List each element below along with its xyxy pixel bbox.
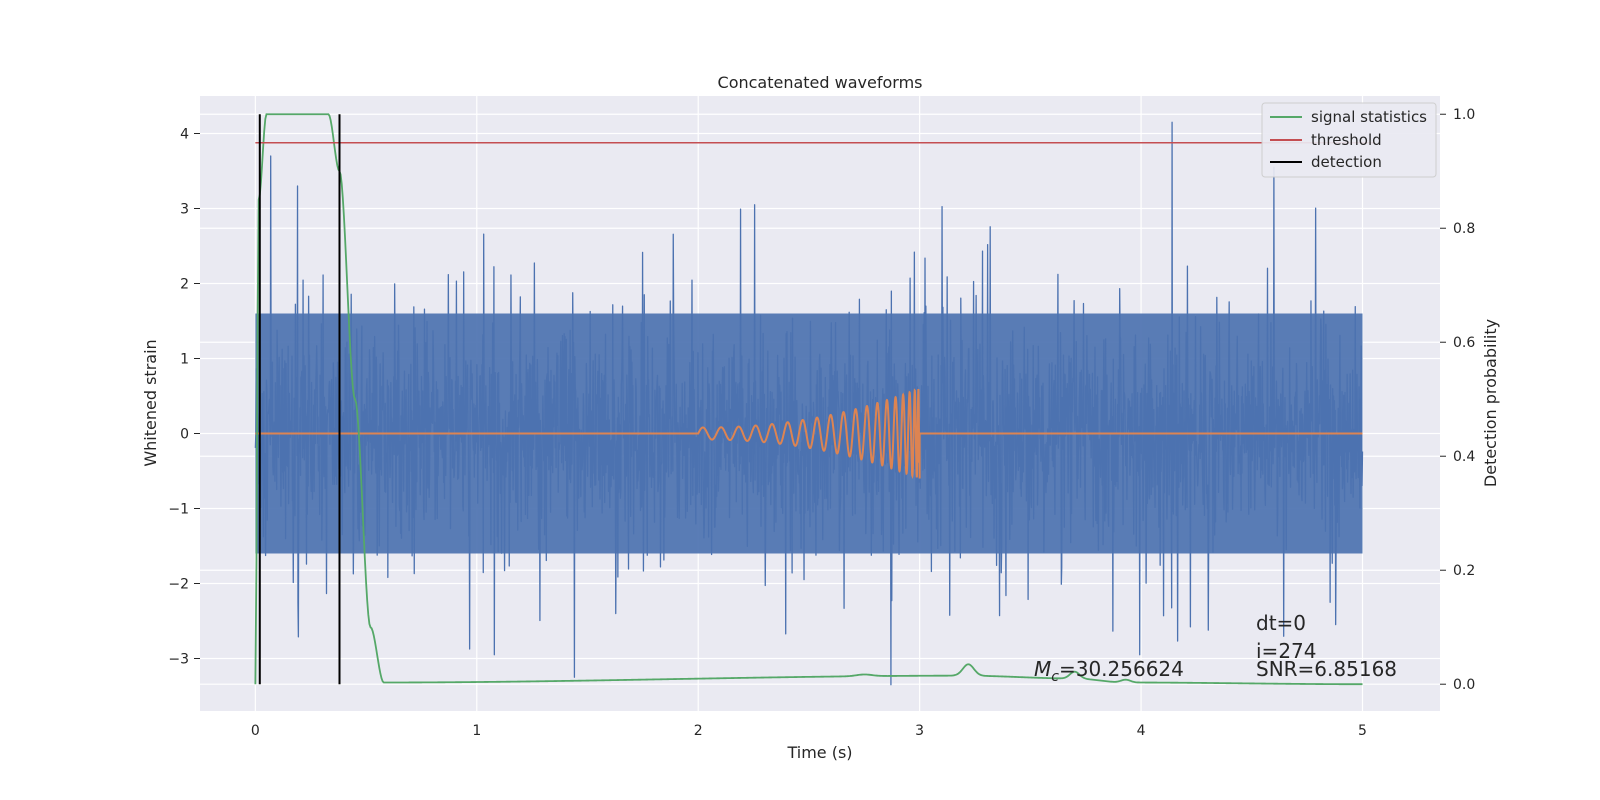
signal-statistics-line [254, 113, 1363, 686]
signal-statistics-series [254, 113, 1363, 686]
y-axis-label: Whitened strain [141, 339, 160, 466]
x-tick-label: 0 [251, 723, 260, 739]
x-axis-label: Time (s) [786, 743, 852, 762]
injection-line [255, 388, 1363, 480]
y-tick-label: 3 [180, 202, 189, 218]
legend-box [1261, 102, 1437, 178]
annotation-index: i=274 [1256, 639, 1317, 663]
y-tick-label: 4 [180, 127, 189, 143]
legend: signal statistics threshold detection [1261, 102, 1437, 178]
y-right-tick-label: 0.8 [1453, 221, 1475, 237]
y-tick-label: 0 [180, 427, 189, 443]
x-tick-label: 2 [694, 723, 703, 739]
annotations: Mc=30.256624 dt=0 i=274 SNR=6.85168 [1034, 611, 1397, 685]
y-right-tick-label: 0.4 [1453, 449, 1475, 465]
y-right-tick-label: 0.0 [1453, 677, 1475, 693]
injection-series [255, 388, 1363, 480]
annotation-chirp-mass: Mc=30.256624 [1034, 657, 1184, 685]
chart-title: Concatenated waveforms [718, 73, 923, 92]
y-tick-label: 2 [180, 277, 189, 293]
annotation-snr: SNR=6.85168 [1256, 657, 1397, 681]
y-tick-label: −2 [168, 577, 189, 593]
axis-ticks: 0 1 2 3 4 5 −3 −2 −1 0 1 2 3 4 0.0 0.2 0.4 0.6 0.8 1.0 [168, 107, 1475, 739]
y-right-tick-label: 0.6 [1453, 335, 1475, 351]
y-axis-label-right: Detection probability [1481, 319, 1500, 487]
x-tick-label: 4 [1137, 723, 1146, 739]
x-tick-label: 3 [915, 723, 924, 739]
y-right-tick-label: 0.2 [1453, 563, 1475, 579]
y-right-tick-label: 1.0 [1453, 107, 1475, 123]
strain-line [254, 121, 1364, 686]
y-tick-label: −3 [168, 652, 189, 668]
y-tick-label: 1 [180, 352, 189, 368]
legend-label-signal-statistics: signal statistics [1311, 108, 1427, 126]
x-tick-label: 1 [472, 723, 481, 739]
annotation-dt: dt=0 [1256, 611, 1306, 635]
legend-label-threshold: threshold [1311, 131, 1382, 149]
y-tick-label: −1 [168, 502, 189, 518]
detection-lines [258, 114, 341, 685]
x-tick-label: 5 [1358, 723, 1367, 739]
legend-label-detection: detection [1311, 153, 1382, 171]
